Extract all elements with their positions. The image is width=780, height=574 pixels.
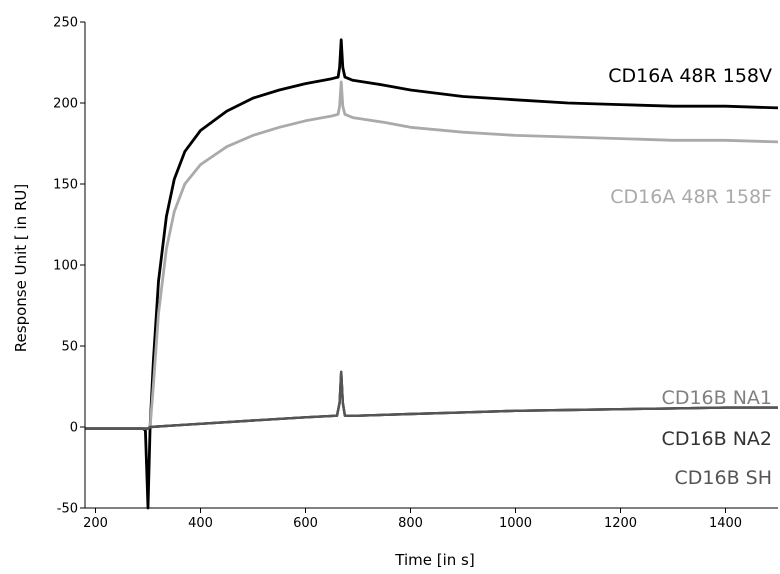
x-tick-label: 1200	[604, 516, 637, 531]
series-label: CD16B NA2	[662, 428, 772, 450]
y-tick-label: 0	[70, 421, 78, 436]
x-tick-label: 1000	[499, 516, 532, 531]
y-axis-title: Response Unit [ in RU]	[12, 184, 30, 352]
y-tick-label: 250	[53, 16, 78, 31]
y-tick-label: 200	[53, 97, 78, 112]
series-line	[85, 38, 779, 510]
y-tick-label: 100	[53, 259, 78, 274]
y-tick-label: -50	[57, 502, 78, 517]
x-tick-label: 600	[293, 516, 318, 531]
series-label: CD16B NA1	[662, 387, 772, 409]
plot-area	[85, 38, 779, 510]
series-line	[85, 370, 778, 430]
x-axis-title: Time [in s]	[394, 551, 474, 569]
y-tick-label: 50	[61, 340, 78, 355]
x-tick-label: 1400	[709, 516, 742, 531]
x-tick-label: 800	[398, 516, 423, 531]
series-line	[85, 80, 779, 430]
series-label: CD16B SH	[675, 467, 773, 489]
x-tick-label: 400	[188, 516, 213, 531]
x-tick-label: 200	[83, 516, 108, 531]
series-label: CD16A 48R 158V	[608, 65, 772, 87]
axes: -50 0 50 100 150 200 250 200 400 600 800 1000 1200 14…	[53, 16, 778, 531]
series-label: CD16A 48R 158F	[610, 186, 772, 208]
series-labels: CD16A 48R 158V CD16A 48R 158F CD16B NA1 CD1…	[608, 65, 772, 489]
y-tick-label: 150	[53, 178, 78, 193]
